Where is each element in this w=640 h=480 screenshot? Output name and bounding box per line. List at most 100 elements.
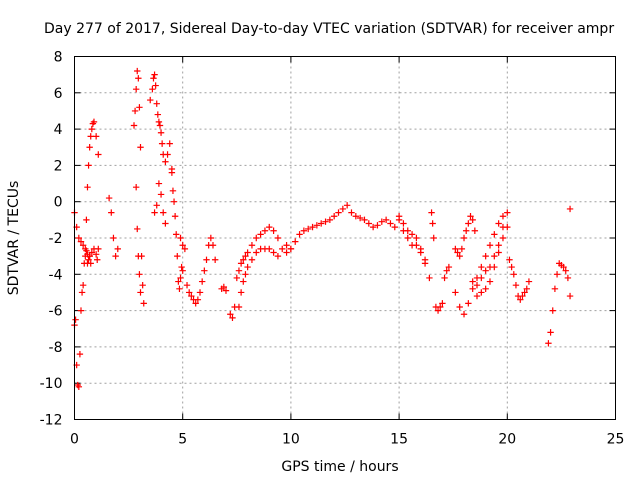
data-point: [248, 242, 256, 249]
data-point: [147, 96, 154, 104]
data-point: [76, 350, 84, 358]
data-point: [196, 289, 204, 296]
data-point: [566, 205, 574, 213]
data-point: [305, 225, 312, 233]
data-point: [326, 216, 334, 224]
data-point: [157, 129, 165, 136]
data-point: [168, 169, 176, 176]
series-peak-3.6-low: [151, 180, 169, 227]
data-point: [266, 223, 273, 231]
data-point: [510, 271, 517, 278]
series-cluster-16.5: [428, 209, 437, 242]
data-point: [413, 242, 420, 249]
data-point: [400, 220, 407, 227]
series-plateau-10: [283, 202, 433, 282]
data-point: [471, 227, 479, 234]
data-point: [374, 222, 381, 229]
data-points: [71, 67, 574, 391]
data-point: [153, 100, 160, 107]
data-point: [274, 252, 282, 260]
data-point: [90, 118, 98, 126]
data-point: [430, 234, 437, 242]
data-point: [395, 213, 403, 220]
data-point: [339, 205, 347, 213]
data-point: [132, 183, 140, 191]
data-point: [209, 242, 217, 249]
data-point: [473, 292, 481, 300]
data-point: [454, 249, 461, 256]
data-point: [452, 245, 459, 253]
data-point: [356, 214, 364, 222]
data-point: [562, 267, 569, 274]
data-point: [478, 289, 485, 296]
data-point: [486, 242, 494, 249]
data-point: [132, 85, 140, 93]
data-point: [105, 194, 113, 202]
data-point: [348, 209, 355, 216]
series-cluster-16.8: [432, 263, 453, 314]
data-point: [421, 256, 429, 263]
data-point: [169, 187, 177, 195]
data-point: [155, 180, 163, 187]
data-point: [130, 122, 138, 129]
data-point: [523, 285, 530, 293]
data-point: [94, 256, 101, 263]
data-point: [164, 151, 171, 158]
data-point: [237, 260, 245, 267]
series-early-upper: [71, 118, 102, 253]
y-tick-label: -4: [49, 267, 63, 283]
x-tick-label: 25: [607, 432, 625, 448]
data-point: [553, 271, 561, 278]
data-point: [137, 289, 144, 296]
data-point: [154, 111, 162, 118]
data-point: [139, 281, 146, 289]
data-point: [82, 245, 89, 253]
data-point: [222, 287, 230, 294]
data-point: [85, 162, 92, 169]
data-point: [564, 274, 572, 282]
data-point: [181, 245, 189, 253]
data-point: [151, 71, 158, 78]
data-point: [237, 289, 245, 296]
series-rise-17.7: [452, 213, 479, 260]
series-cluster-6.9: [218, 283, 230, 294]
data-point: [426, 274, 433, 282]
data-point: [499, 234, 507, 242]
series-wave-5: [177, 234, 219, 307]
data-point: [495, 242, 502, 249]
data-point: [211, 256, 219, 263]
data-point: [270, 227, 277, 234]
data-point: [429, 220, 436, 227]
y-tick-label: 2: [54, 158, 63, 174]
data-point: [173, 231, 180, 238]
data-point: [428, 209, 435, 216]
data-point: [253, 249, 260, 256]
data-point: [244, 263, 251, 271]
axes: 0 5 10 15 20 25 -12 -10 -8 -6 -4 -2 0 2 4 6 8: [40, 50, 625, 448]
series-loop-18b: [473, 209, 511, 300]
data-point: [150, 75, 157, 82]
data-point: [112, 252, 119, 260]
x-tick-label: 15: [390, 432, 408, 448]
data-point: [365, 220, 373, 227]
data-point: [131, 107, 139, 115]
data-point: [88, 249, 96, 256]
data-point: [72, 316, 79, 323]
data-point: [287, 245, 295, 253]
data-point: [134, 67, 141, 75]
y-tick-label: 4: [54, 122, 63, 138]
data-point: [566, 292, 574, 300]
data-point: [467, 213, 474, 220]
data-point: [85, 256, 92, 263]
data-point: [309, 223, 316, 231]
data-point: [495, 220, 502, 227]
data-point: [525, 278, 533, 285]
data-point: [135, 75, 142, 82]
data-point: [274, 234, 282, 242]
data-point: [473, 281, 481, 289]
data-point: [158, 140, 166, 147]
series-rise-7.2: [227, 223, 282, 322]
data-point: [343, 202, 351, 209]
series-spike-22: [545, 260, 574, 347]
series-early-mid: [84, 245, 102, 267]
